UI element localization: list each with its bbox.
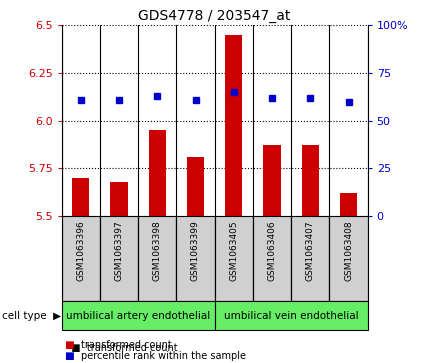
- Bar: [149, 130, 166, 216]
- Bar: [329, 216, 368, 301]
- Text: transformed count: transformed count: [81, 340, 172, 350]
- Text: GSM1063406: GSM1063406: [267, 220, 277, 281]
- Bar: [302, 146, 319, 216]
- Bar: [138, 216, 176, 301]
- Text: ■: ■: [64, 340, 74, 350]
- Text: GSM1063397: GSM1063397: [114, 220, 124, 281]
- Bar: [340, 193, 357, 216]
- Bar: [264, 146, 280, 216]
- Bar: [187, 157, 204, 216]
- Text: GSM1063396: GSM1063396: [76, 220, 85, 281]
- Bar: [110, 182, 128, 216]
- Bar: [176, 216, 215, 301]
- Bar: [215, 216, 253, 301]
- Bar: [62, 301, 215, 330]
- Text: GSM1063405: GSM1063405: [229, 220, 238, 281]
- Text: GSM1063408: GSM1063408: [344, 220, 353, 281]
- Text: GSM1063398: GSM1063398: [153, 220, 162, 281]
- Text: percentile rank within the sample: percentile rank within the sample: [81, 351, 246, 361]
- Bar: [72, 178, 89, 216]
- Text: ■: ■: [64, 351, 74, 361]
- Bar: [215, 301, 368, 330]
- Bar: [100, 216, 138, 301]
- Text: cell type  ▶: cell type ▶: [2, 311, 61, 321]
- Text: umbilical artery endothelial: umbilical artery endothelial: [66, 311, 210, 321]
- Bar: [291, 216, 329, 301]
- Bar: [253, 216, 291, 301]
- Text: GSM1063399: GSM1063399: [191, 220, 200, 281]
- Bar: [62, 216, 100, 301]
- Title: GDS4778 / 203547_at: GDS4778 / 203547_at: [139, 9, 291, 23]
- Text: ■  transformed count: ■ transformed count: [62, 343, 177, 353]
- Bar: [225, 35, 242, 216]
- Text: umbilical vein endothelial: umbilical vein endothelial: [224, 311, 358, 321]
- Text: GSM1063407: GSM1063407: [306, 220, 315, 281]
